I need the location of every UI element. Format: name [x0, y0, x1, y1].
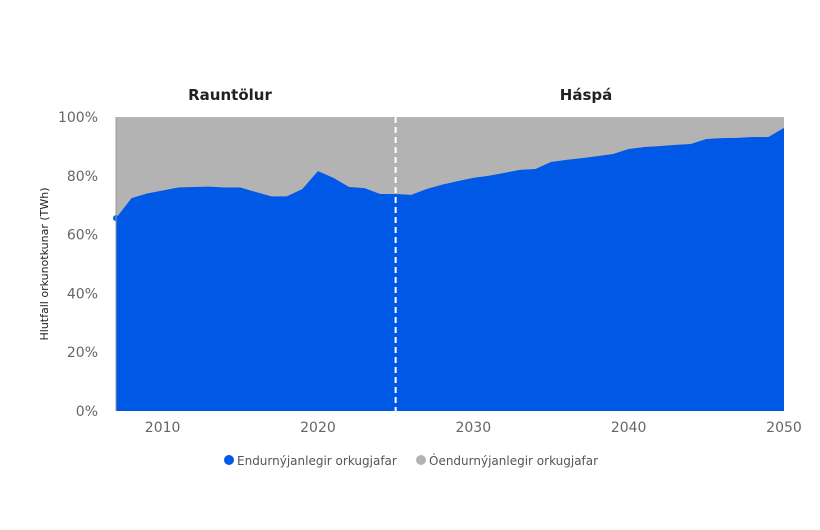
- legend: Endurnýjanlegir orkugjafar Óendurnýjanle…: [224, 453, 598, 468]
- y-axis-label: Hlutfall orkunotkunar (TWh): [38, 188, 51, 341]
- y-tick-label: 40%: [67, 286, 98, 302]
- y-tick-label: 80%: [67, 169, 98, 185]
- section-label-actual: Rauntölur: [188, 86, 272, 104]
- x-tick-label: 2040: [611, 420, 647, 436]
- section-label-forecast: Háspá: [560, 86, 612, 104]
- y-tick-label: 60%: [67, 228, 98, 244]
- legend-marker-nonrenewable: [416, 455, 426, 465]
- y-tick-label: 20%: [67, 345, 98, 361]
- legend-label-nonrenewable: Óendurnýjanlegir orkugjafar: [429, 453, 598, 468]
- area-renewable: [116, 127, 784, 412]
- x-tick-label: 2010: [145, 420, 181, 436]
- x-tick-label: 2030: [455, 420, 491, 436]
- x-tick-label: 2020: [300, 420, 336, 436]
- x-tick-label: 2050: [766, 420, 802, 436]
- y-tick-label: 0%: [76, 404, 98, 420]
- y-tick-label: 100%: [58, 110, 98, 126]
- legend-label-renewable: Endurnýjanlegir orkugjafar: [237, 454, 397, 468]
- legend-marker-renewable: [224, 455, 234, 465]
